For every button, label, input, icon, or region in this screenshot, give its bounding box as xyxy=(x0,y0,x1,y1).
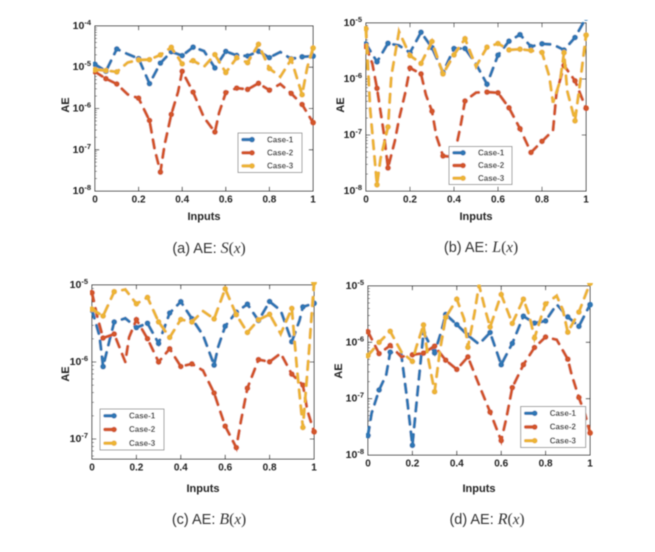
svg-text:0.2: 0.2 xyxy=(403,195,417,206)
svg-text:Case-3: Case-3 xyxy=(478,174,505,183)
svg-text:0.8: 0.8 xyxy=(263,463,277,474)
svg-text:(b) AE: L(x): (b) AE: L(x) xyxy=(444,239,518,256)
svg-text:(d) AE: R(x): (d) AE: R(x) xyxy=(449,511,524,528)
svg-text:Inputs: Inputs xyxy=(460,211,493,223)
svg-text:Case-2: Case-2 xyxy=(478,161,505,170)
svg-text:Case-2: Case-2 xyxy=(267,148,294,157)
svg-text:AE: AE xyxy=(60,97,72,112)
svg-text:1: 1 xyxy=(587,459,593,470)
svg-text:0.4: 0.4 xyxy=(450,459,464,470)
svg-text:Case-1: Case-1 xyxy=(129,412,156,421)
svg-text:0: 0 xyxy=(92,195,98,206)
svg-text:AE: AE xyxy=(60,366,72,381)
svg-text:0.2: 0.2 xyxy=(405,459,419,470)
svg-text:(c) AE: B(x): (c) AE: B(x) xyxy=(172,511,246,528)
svg-text:Case-2: Case-2 xyxy=(550,423,577,432)
svg-text:0.4: 0.4 xyxy=(175,195,189,206)
svg-text:0.6: 0.6 xyxy=(494,459,508,470)
svg-text:0.8: 0.8 xyxy=(539,459,553,470)
svg-text:0.8: 0.8 xyxy=(262,195,276,206)
svg-text:1: 1 xyxy=(583,195,589,206)
svg-text:0.2: 0.2 xyxy=(132,195,146,206)
svg-text:0.6: 0.6 xyxy=(219,195,233,206)
svg-text:0.4: 0.4 xyxy=(174,463,188,474)
svg-text:Inputs: Inputs xyxy=(188,211,221,223)
svg-text:0.6: 0.6 xyxy=(218,463,232,474)
svg-text:0.6: 0.6 xyxy=(491,195,505,206)
svg-text:Inputs: Inputs xyxy=(463,483,496,495)
svg-text:0: 0 xyxy=(89,463,95,474)
svg-text:AE: AE xyxy=(333,363,345,378)
svg-text:Case-1: Case-1 xyxy=(478,149,505,158)
svg-text:Inputs: Inputs xyxy=(187,483,220,495)
svg-text:1: 1 xyxy=(310,195,316,206)
svg-text:0: 0 xyxy=(365,459,371,470)
svg-text:Case-3: Case-3 xyxy=(267,162,294,171)
svg-text:1: 1 xyxy=(311,463,317,474)
svg-text:Case-1: Case-1 xyxy=(550,409,577,418)
svg-text:AE: AE xyxy=(335,97,347,112)
svg-text:0: 0 xyxy=(363,195,369,206)
svg-text:0.4: 0.4 xyxy=(447,195,461,206)
svg-text:Case-3: Case-3 xyxy=(129,439,156,448)
svg-text:Case-1: Case-1 xyxy=(267,135,294,144)
svg-text:0.8: 0.8 xyxy=(535,195,549,206)
svg-text:0.2: 0.2 xyxy=(129,463,143,474)
svg-text:(a) AE: S(x): (a) AE: S(x) xyxy=(172,240,245,257)
svg-text:Case-3: Case-3 xyxy=(550,436,577,445)
svg-text:Case-2: Case-2 xyxy=(129,425,156,434)
